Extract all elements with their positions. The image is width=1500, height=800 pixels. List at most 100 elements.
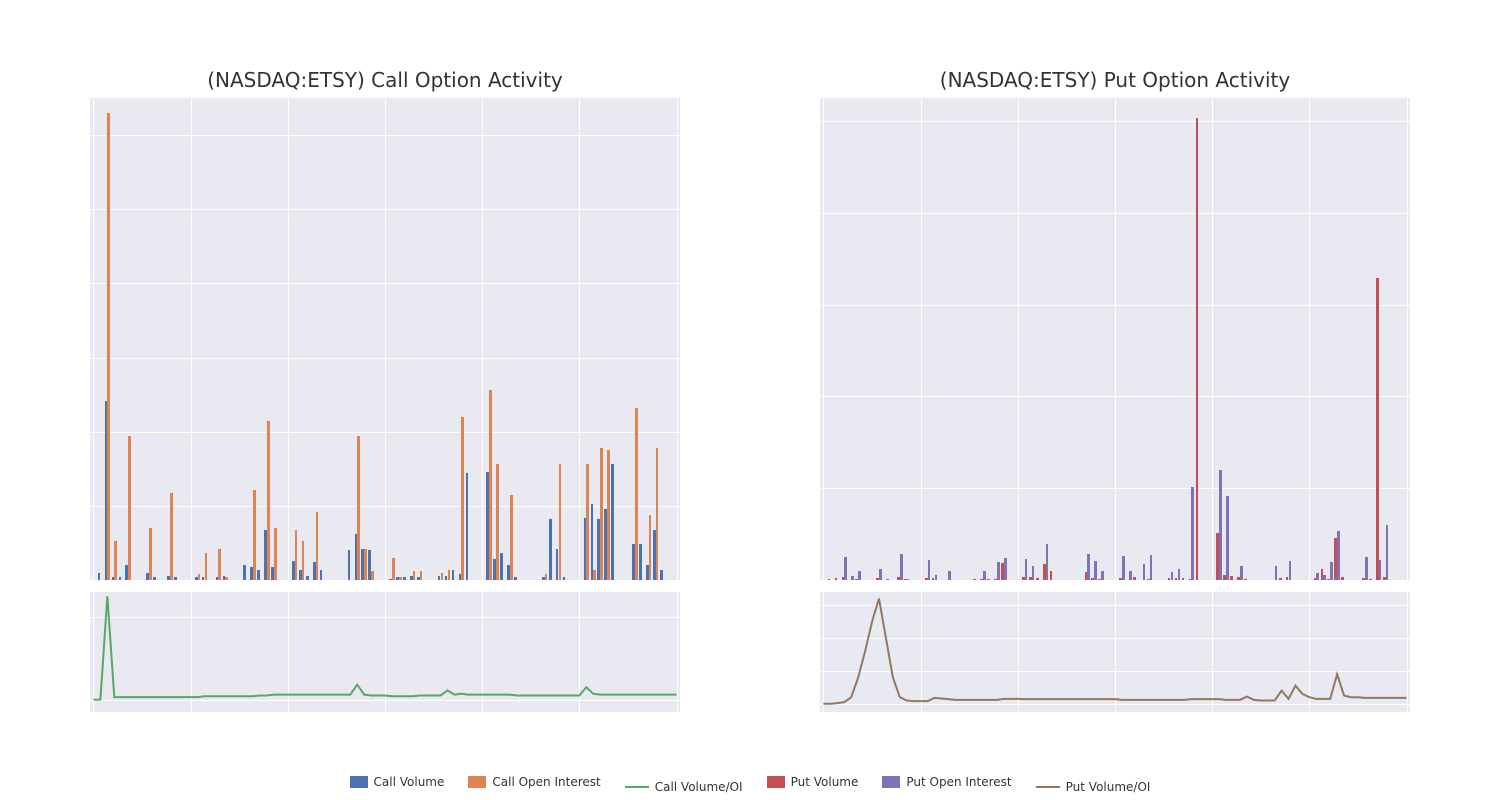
put_oi-bar [844, 557, 847, 580]
put_oi-bar [900, 554, 903, 580]
put_oi-bar [1122, 556, 1125, 580]
call_volume-bar [403, 577, 406, 580]
call_oi-bar [496, 464, 499, 580]
put-line-plot: 0100200300Dec 15 2024Dec 29Jan 12 2025Ja… [820, 592, 1410, 712]
legend-label: Call Volume/OI [655, 780, 743, 794]
call_oi-bar [357, 436, 360, 580]
put_oi-bar [907, 579, 910, 580]
put_volume-bar [1050, 571, 1053, 580]
call-bars-plot: 05k10k15k20k25k30k [90, 98, 680, 580]
put_oi-bar [935, 575, 938, 580]
call_volume-bar [466, 473, 469, 580]
call_oi-bar [107, 113, 110, 580]
legend-label: Call Open Interest [492, 775, 600, 789]
legend-item: Call Volume [350, 775, 445, 789]
call_volume-bar [243, 565, 246, 580]
put_volume-bar [1133, 577, 1136, 580]
put_oi-bar [1129, 571, 1132, 580]
legend-swatch [468, 776, 486, 788]
put_oi-bar [1087, 554, 1090, 580]
put_oi-bar [1143, 564, 1146, 580]
call_oi-bar [420, 571, 423, 580]
put_oi-bar [1101, 571, 1104, 580]
put_oi-bar [928, 560, 931, 580]
put_oi-bar [858, 571, 861, 580]
put_oi-bar [1365, 557, 1368, 580]
call_oi-bar [128, 436, 131, 580]
call_oi-bar [586, 464, 589, 580]
call_oi-bar [267, 421, 270, 580]
put_oi-bar [886, 579, 889, 580]
call_volume-bar [514, 577, 517, 580]
legend-swatch [882, 776, 900, 788]
call_volume-bar [660, 570, 663, 580]
call_oi-bar [364, 549, 367, 580]
call-line-panel: 010Dec 15 2024Dec 29Jan 12 2025Jan 26Feb… [90, 592, 680, 712]
put_oi-bar [1337, 531, 1340, 580]
put_volume-bar [973, 579, 976, 580]
call_oi-bar [649, 515, 652, 580]
call_oi-bar [441, 573, 444, 580]
legend-swatch [767, 776, 785, 788]
put-bars-plot: 020k40k60k80k100k [820, 98, 1410, 580]
put_volume-bar [1196, 118, 1199, 580]
call_oi-bar [510, 495, 513, 580]
call_volume-bar [320, 570, 323, 580]
put-line-panel: 0100200300Dec 15 2024Dec 29Jan 12 2025Ja… [820, 592, 1410, 712]
put_oi-bar [1275, 566, 1278, 580]
legend-swatch [350, 776, 368, 788]
call_oi-bar [489, 390, 492, 580]
put_oi-bar [1379, 560, 1382, 580]
call-bars-title: (NASDAQ:ETSY) Call Option Activity [90, 68, 680, 92]
legend-line-icon [1036, 786, 1060, 788]
put_volume-bar [1376, 278, 1379, 580]
ratio-line [820, 592, 1410, 712]
legend-item: Put Open Interest [882, 775, 1011, 789]
call_volume-bar [153, 577, 156, 580]
legend-item: Call Volume/OI [625, 780, 743, 794]
call_oi-bar [448, 570, 451, 580]
legend-line-icon [625, 786, 649, 788]
legend-label: Put Open Interest [906, 775, 1011, 789]
call_oi-bar [225, 577, 228, 580]
call_oi-bar [295, 530, 298, 580]
call_oi-bar [114, 541, 117, 580]
put_volume-bar [987, 579, 990, 580]
call_oi-bar [635, 408, 638, 580]
put_oi-bar [879, 569, 882, 580]
call_volume-bar [119, 577, 122, 580]
legend-label: Put Volume [791, 775, 859, 789]
put_oi-bar [1219, 470, 1222, 580]
call_oi-bar [218, 549, 221, 580]
put_volume-bar [1182, 578, 1185, 580]
call_oi-bar [274, 528, 277, 580]
call_oi-bar [559, 464, 562, 580]
put_oi-bar [1025, 559, 1028, 580]
put-bars-panel: (NASDAQ:ETSY) Put Option Activity 020k40… [820, 98, 1410, 580]
call_volume-bar [348, 550, 351, 580]
call-line-plot: 010Dec 15 2024Dec 29Jan 12 2025Jan 26Feb… [90, 592, 680, 712]
legend-item: Call Open Interest [468, 775, 600, 789]
put_oi-bar [1323, 575, 1326, 580]
legend-label: Call Volume [374, 775, 445, 789]
put_oi-bar [1226, 496, 1229, 580]
call_volume-bar [500, 553, 503, 580]
put_oi-bar [1004, 558, 1007, 580]
put_oi-bar [1094, 561, 1097, 580]
legend: Call Volume Call Open Interest Call Volume… [0, 775, 1500, 794]
call_oi-bar [371, 571, 374, 580]
put_volume-bar [1036, 578, 1039, 580]
call_volume-bar [549, 519, 552, 580]
put_oi-bar [1046, 544, 1049, 580]
put_volume-bar [1369, 579, 1372, 580]
call_oi-bar [607, 450, 610, 581]
put_volume-bar [828, 579, 831, 580]
call_oi-bar [392, 558, 395, 580]
call_oi-bar [545, 574, 548, 580]
put_volume-bar [1341, 577, 1344, 580]
call_oi-bar [253, 490, 256, 580]
put_volume-bar [1230, 576, 1233, 580]
call-bars-panel: (NASDAQ:ETSY) Call Option Activity 05k10… [90, 98, 680, 580]
call_oi-bar [149, 528, 152, 580]
put_oi-bar [1032, 566, 1035, 580]
